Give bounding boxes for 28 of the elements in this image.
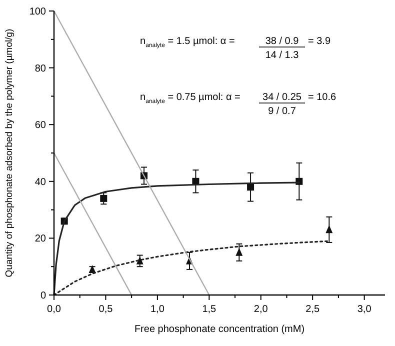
annotation: = 3.9: [308, 36, 331, 47]
x-tick-label: 3,0: [357, 304, 372, 315]
annotation: n$_{analyte}$ = 1.5 µmol: α =: [140, 36, 235, 49]
x-tick-label: 1,0: [150, 304, 165, 315]
annotation: = 10.6: [308, 92, 337, 103]
annotation: 34 / 0.25: [262, 92, 302, 103]
y-tick-label: 40: [34, 176, 46, 188]
x-tick-label: 1,5: [202, 304, 217, 315]
x-tick-label: 0,5: [98, 304, 114, 315]
annotation: 14 / 1.3: [265, 50, 300, 61]
x-tick-label: 2,5: [306, 304, 320, 315]
y-tick-label: 0: [40, 290, 46, 302]
point: [236, 248, 243, 256]
point: [326, 225, 333, 234]
y-tick-label: 20: [34, 234, 46, 245]
point: [136, 256, 144, 264]
y-tick-label: 60: [34, 120, 46, 132]
point: [100, 194, 108, 202]
y-axis-title: Quantity of phosphonate adsorbed by the polymer (µmol/g): [4, 28, 15, 278]
annotation: 38 / 0.9: [265, 36, 300, 47]
y-tick-label: 100: [29, 6, 46, 18]
x-tick-label: 0,0: [47, 304, 62, 315]
annotation: n$_{analyte}$ = 0.75 µmol: α =: [140, 92, 241, 105]
point: [247, 184, 254, 191]
annotation: 9 / 0.7: [268, 106, 296, 117]
x-tick-label: 2,0: [254, 304, 268, 315]
y-tick-label: 80: [34, 63, 46, 74]
x-axis-title: Free phosphonate concentration (mM): [134, 324, 305, 335]
